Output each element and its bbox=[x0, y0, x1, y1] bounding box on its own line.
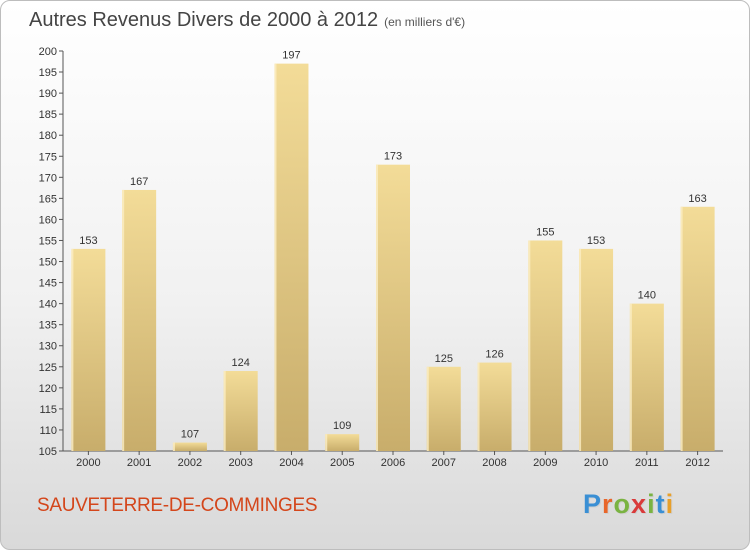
bar-highlight bbox=[629, 303, 632, 451]
y-tick-label: 145 bbox=[39, 278, 57, 290]
x-tick-label: 2001 bbox=[127, 457, 151, 469]
logo-letter: P bbox=[583, 489, 603, 519]
bar-highlight bbox=[477, 362, 480, 451]
bar-value-label: 107 bbox=[181, 429, 199, 441]
y-tick-label: 155 bbox=[39, 235, 57, 247]
bar-value-label: 153 bbox=[79, 235, 97, 247]
bar-highlight bbox=[528, 240, 531, 451]
bar bbox=[426, 366, 461, 451]
bar bbox=[122, 189, 157, 451]
bar bbox=[528, 240, 563, 451]
bar bbox=[274, 63, 309, 451]
bar bbox=[680, 206, 715, 451]
chart-title-text: Autres Revenus Divers de 2000 à 2012 bbox=[29, 9, 379, 31]
logo-letter: i bbox=[647, 489, 656, 519]
y-tick-label: 160 bbox=[39, 214, 57, 226]
bar bbox=[223, 371, 258, 451]
x-tick-label: 2005 bbox=[330, 457, 354, 469]
y-tick-label: 180 bbox=[39, 130, 57, 142]
bar-value-label: 173 bbox=[384, 151, 402, 163]
bar-value-label: 126 bbox=[485, 349, 503, 361]
x-tick-label: 2007 bbox=[432, 457, 456, 469]
y-tick-label: 185 bbox=[39, 109, 57, 121]
y-tick-label: 120 bbox=[39, 383, 57, 395]
y-tick-label: 140 bbox=[39, 299, 57, 311]
x-tick-label: 2004 bbox=[279, 457, 303, 469]
x-tick-label: 2009 bbox=[533, 457, 557, 469]
y-tick-label: 130 bbox=[39, 341, 57, 353]
bar-value-label: 109 bbox=[333, 420, 351, 432]
x-tick-label: 2011 bbox=[635, 457, 659, 469]
y-tick-label: 165 bbox=[39, 193, 57, 205]
location-label: SAUVETERRE-DE-COMMINGES bbox=[37, 495, 318, 516]
bar bbox=[172, 442, 207, 451]
x-tick-label: 2002 bbox=[178, 457, 202, 469]
logo-letter: x bbox=[631, 489, 648, 519]
y-tick-label: 115 bbox=[39, 404, 57, 416]
bar bbox=[579, 248, 614, 451]
logo-letter: o bbox=[613, 489, 632, 519]
chart-subtitle: (en milliers d'€) bbox=[384, 15, 466, 29]
x-tick-label: 2010 bbox=[584, 457, 608, 469]
bar-highlight bbox=[579, 248, 582, 451]
bar-highlight bbox=[223, 371, 226, 451]
y-tick-label: 200 bbox=[39, 46, 57, 58]
bar-value-label: 124 bbox=[232, 357, 250, 369]
y-tick-label: 175 bbox=[39, 151, 57, 163]
bar-value-label: 153 bbox=[587, 235, 605, 247]
x-tick-label: 2003 bbox=[228, 457, 252, 469]
x-tick-label: 2008 bbox=[482, 457, 506, 469]
bar bbox=[477, 362, 512, 451]
y-tick-label: 135 bbox=[39, 320, 57, 332]
bar-highlight bbox=[71, 248, 74, 451]
bar-value-label: 163 bbox=[688, 193, 706, 205]
y-tick-label: 150 bbox=[39, 257, 57, 269]
proxiti-logo[interactable]: Proxiti bbox=[583, 489, 674, 520]
bar-highlight bbox=[122, 189, 125, 451]
bar bbox=[71, 248, 106, 451]
logo-letter: i bbox=[665, 489, 675, 519]
chart-title: Autres Revenus Divers de 2000 à 2012 (en … bbox=[29, 9, 465, 32]
bar bbox=[325, 434, 360, 451]
logo-letter: r bbox=[602, 489, 614, 519]
bar-highlight bbox=[680, 206, 683, 451]
x-tick-label: 2012 bbox=[685, 457, 709, 469]
bar-layer: 153 167 107 124 197 109 173 125 126 155 153 140 163 bbox=[71, 50, 715, 451]
bar-highlight bbox=[376, 164, 378, 451]
y-tick-label: 195 bbox=[39, 67, 57, 79]
logo-letter: t bbox=[655, 489, 666, 519]
bar-value-label: 167 bbox=[130, 176, 148, 188]
y-tick-label: 190 bbox=[39, 88, 57, 100]
bar-value-label: 140 bbox=[638, 290, 656, 302]
x-tick-label: 2006 bbox=[381, 457, 405, 469]
bar-value-label: 197 bbox=[282, 50, 300, 62]
y-tick-label: 170 bbox=[39, 172, 57, 184]
y-tick-label: 110 bbox=[39, 425, 57, 437]
bar-highlight bbox=[274, 63, 277, 451]
bar bbox=[376, 164, 410, 451]
bar-value-label: 155 bbox=[536, 226, 554, 238]
y-tick-label: 125 bbox=[39, 362, 57, 374]
bar bbox=[629, 303, 664, 451]
bar-highlight bbox=[172, 442, 175, 451]
bar-highlight bbox=[426, 366, 429, 451]
bar-value-label: 125 bbox=[435, 353, 453, 365]
y-tick-label: 105 bbox=[39, 446, 57, 458]
x-tick-label: 2000 bbox=[76, 457, 100, 469]
bar-highlight bbox=[325, 434, 328, 451]
